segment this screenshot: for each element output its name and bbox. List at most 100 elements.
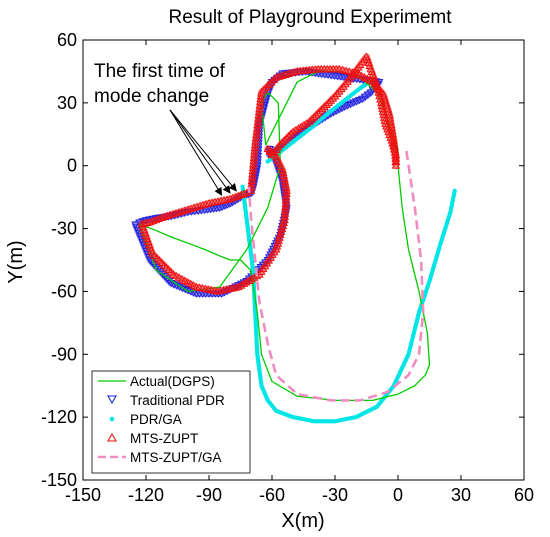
legend-box (91, 370, 251, 474)
pdr-ga-point (253, 319, 258, 324)
mts-zupt-point (380, 96, 390, 104)
chart-title: Result of Playground Experimemt (168, 7, 452, 28)
traditional-pdr-point (360, 93, 370, 101)
mts-zupt-point (332, 89, 342, 98)
mts-zupt-point (280, 136, 289, 144)
mts-zupt-point (341, 79, 350, 88)
mts-zupt-point (252, 271, 262, 280)
y-tick-label: -60 (51, 281, 77, 301)
mts-zupt-point (216, 286, 225, 294)
mts-zupt-point (383, 105, 393, 113)
mts-zupt-point (213, 287, 222, 295)
mts-zupt-point (384, 108, 393, 116)
mts-zupt-point (388, 129, 398, 138)
pdr-ga-point (254, 340, 259, 345)
mts-zupt-point (280, 70, 290, 78)
mts-zupt-point (294, 124, 303, 132)
mts-zupt-point (302, 119, 312, 127)
mts-zupt-point (271, 73, 281, 81)
mts-zupt-point (339, 82, 348, 90)
mts-zupt-point (387, 126, 397, 135)
traditional-pdr-point (363, 91, 373, 99)
mts-zupt-point (299, 120, 309, 129)
pdr-ga-point (329, 419, 335, 424)
legend: Actual(DGPS) Traditional PDR PDR/GA MTS-… (91, 370, 251, 474)
pdr-ga-point (323, 419, 329, 424)
pdr-ga-point (254, 334, 259, 339)
pdr-ga-point (254, 346, 260, 351)
mts-zupt-point (283, 69, 293, 78)
mts-zupt-point (386, 117, 395, 125)
mts-zupt-point (231, 283, 240, 291)
mts-zupt-point (278, 138, 287, 146)
axis-ticks: -150 -120 -90 -60 -30 0 30 60 -150 -120 -90 -60 -30 0… (41, 30, 534, 505)
mts-zupt-point (313, 108, 323, 117)
x-tick-label: 30 (451, 485, 471, 505)
pdr-ga-point (320, 419, 326, 424)
traditional-pdr-point (212, 205, 221, 213)
mts-zupt-point (328, 94, 338, 102)
legend-label-mts-zupt: MTS-ZUPT (130, 431, 198, 446)
mts-zupt-point (334, 87, 344, 95)
mts-zupt-point (326, 96, 336, 104)
mts-zupt-point (391, 151, 400, 159)
mts-zupt-point (141, 231, 151, 240)
mts-zupt-point (274, 72, 284, 80)
mts-zupt-point (391, 161, 401, 169)
pdr-ga-point (253, 325, 258, 330)
mts-zupt-point (324, 98, 333, 106)
annotation: The first time of mode change (94, 61, 237, 196)
mts-zupt-point (137, 220, 147, 228)
annotation-arrow (169, 109, 237, 192)
mts-zupt-point (257, 88, 266, 96)
mts-zupt-point (297, 122, 306, 130)
mts-zupt-point (318, 104, 327, 113)
mts-zupt-point (389, 139, 399, 147)
legend-label-pdr-ga: PDR/GA (130, 412, 182, 427)
pdr-ga-point (251, 268, 256, 273)
mts-zupt-point (305, 117, 315, 125)
mts-zupt-point (363, 55, 372, 63)
mts-zupt-point (264, 80, 274, 88)
mts-zupt-point (368, 70, 378, 78)
mts-zupt-point (282, 134, 291, 142)
pdr-ga-point (253, 316, 258, 321)
legend-symbol-pdr-ga (109, 416, 115, 422)
pdr-ga-point (311, 419, 317, 424)
mts-zupt-point (364, 58, 373, 66)
traditional-pdr-point (158, 270, 168, 279)
mts-zupt-point (389, 133, 398, 141)
mts-zupt-point (382, 102, 392, 110)
series-actual-dgps (139, 70, 431, 402)
mts-zupt-point (386, 120, 396, 128)
legend-label-actual: Actual(DGPS) (130, 374, 215, 389)
pdr-ga-point (452, 188, 457, 193)
mts-zupt-point (390, 142, 399, 150)
mts-zupt-point (259, 85, 269, 93)
mts-zupt-point (286, 129, 296, 138)
mts-zupt-point (389, 136, 399, 144)
plot-area (131, 52, 457, 424)
mts-zupt-point (379, 90, 388, 98)
mts-zupt-point (390, 148, 400, 156)
mts-zupt-point (277, 71, 287, 79)
mts-zupt-point (366, 64, 375, 73)
pdr-ga-point (254, 337, 259, 342)
pdr-ga-point (254, 343, 259, 348)
mts-zupt-point (307, 115, 317, 123)
y-tick-label: 60 (57, 30, 77, 50)
mts-zupt-point (262, 83, 271, 91)
pdr-ga-point (253, 310, 258, 315)
series-mts-zupt (137, 52, 401, 295)
y-tick-label: 0 (67, 156, 77, 176)
annotation-arrows (169, 109, 237, 196)
traditional-pdr-point (358, 95, 367, 104)
y-tick-label: -30 (51, 219, 77, 239)
y-tick-label: -120 (41, 407, 77, 427)
x-tick-label: -90 (196, 485, 222, 505)
mts-zupt-point (140, 228, 150, 237)
mts-zupt-point (267, 78, 276, 86)
legend-symbols (98, 380, 126, 459)
traditional-pdr-point (145, 257, 155, 265)
